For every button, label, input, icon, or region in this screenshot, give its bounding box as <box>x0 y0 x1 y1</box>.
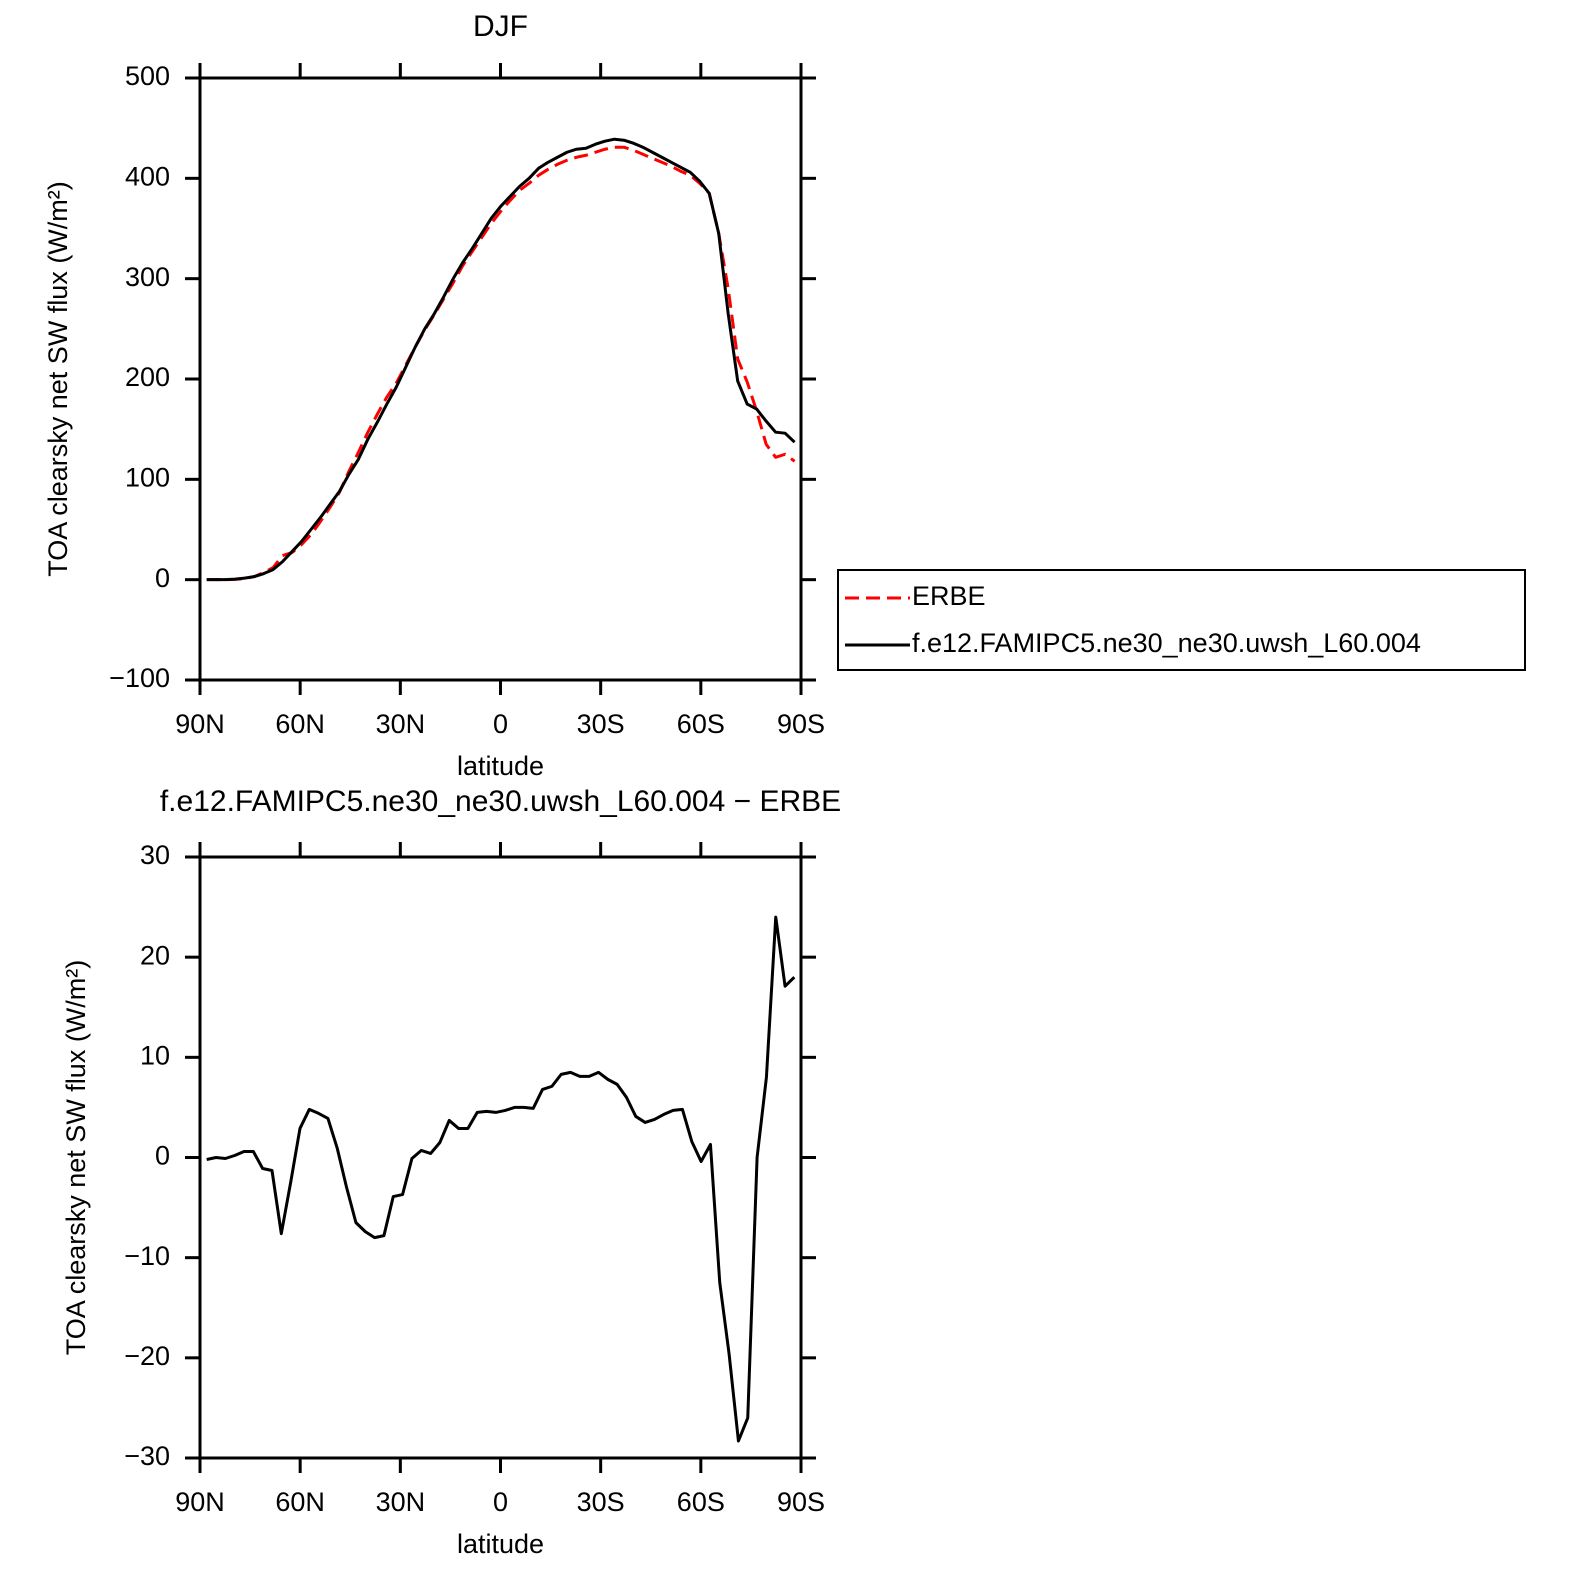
chart-title: DJF <box>473 10 528 43</box>
y-tick-label: 400 <box>125 161 170 191</box>
y-tick-label: 500 <box>125 61 170 91</box>
x-tick-label: 0 <box>493 1487 508 1517</box>
y-tick-label: −10 <box>124 1241 170 1271</box>
y-tick-label: −20 <box>124 1341 170 1371</box>
x-tick-label: 60S <box>677 1487 725 1517</box>
x-tick-label: 90S <box>777 1487 825 1517</box>
y-axis-label: TOA clearsky net SW flux (W/m²) <box>43 181 73 577</box>
y-tick-label: 0 <box>155 563 170 593</box>
x-tick-label: 30N <box>376 709 426 739</box>
legend-box <box>837 569 1526 671</box>
y-tick-label: −100 <box>109 663 170 693</box>
x-tick-label: 60S <box>677 709 725 739</box>
x-tick-label: 30S <box>577 1487 625 1517</box>
chart-title: f.e12.FAMIPC5.ne30_ne30.uwsh_L60.004 − E… <box>160 785 841 818</box>
plot-frame <box>198 855 803 1460</box>
data-line <box>206 145 796 582</box>
x-tick-label: 90N <box>175 1487 225 1517</box>
y-tick-label: 10 <box>140 1040 170 1070</box>
data-line <box>206 137 796 582</box>
y-tick-label: −30 <box>124 1441 170 1471</box>
y-tick-label: 200 <box>125 362 170 392</box>
x-axis-label: latitude <box>457 1529 544 1559</box>
x-tick-label: 0 <box>493 709 508 739</box>
x-tick-label: 60N <box>275 1487 325 1517</box>
data-line <box>206 915 796 1443</box>
y-axis-label: TOA clearsky net SW flux (W/m²) <box>61 960 91 1356</box>
x-axis-label: latitude <box>457 751 544 781</box>
y-tick-label: 20 <box>140 940 170 970</box>
x-tick-label: 90N <box>175 709 225 739</box>
legend-label: ERBE <box>912 581 986 611</box>
y-tick-label: 30 <box>140 840 170 870</box>
y-tick-label: 100 <box>125 462 170 492</box>
x-tick-label: 30S <box>577 709 625 739</box>
x-tick-label: 90S <box>777 709 825 739</box>
y-tick-label: 0 <box>155 1141 170 1171</box>
plot-frame <box>198 76 803 682</box>
legend-label: f.e12.FAMIPC5.ne30_ne30.uwsh_L60.004 <box>912 628 1421 658</box>
x-tick-label: 30N <box>376 1487 426 1517</box>
x-tick-label: 60N <box>275 709 325 739</box>
y-tick-label: 300 <box>125 262 170 292</box>
